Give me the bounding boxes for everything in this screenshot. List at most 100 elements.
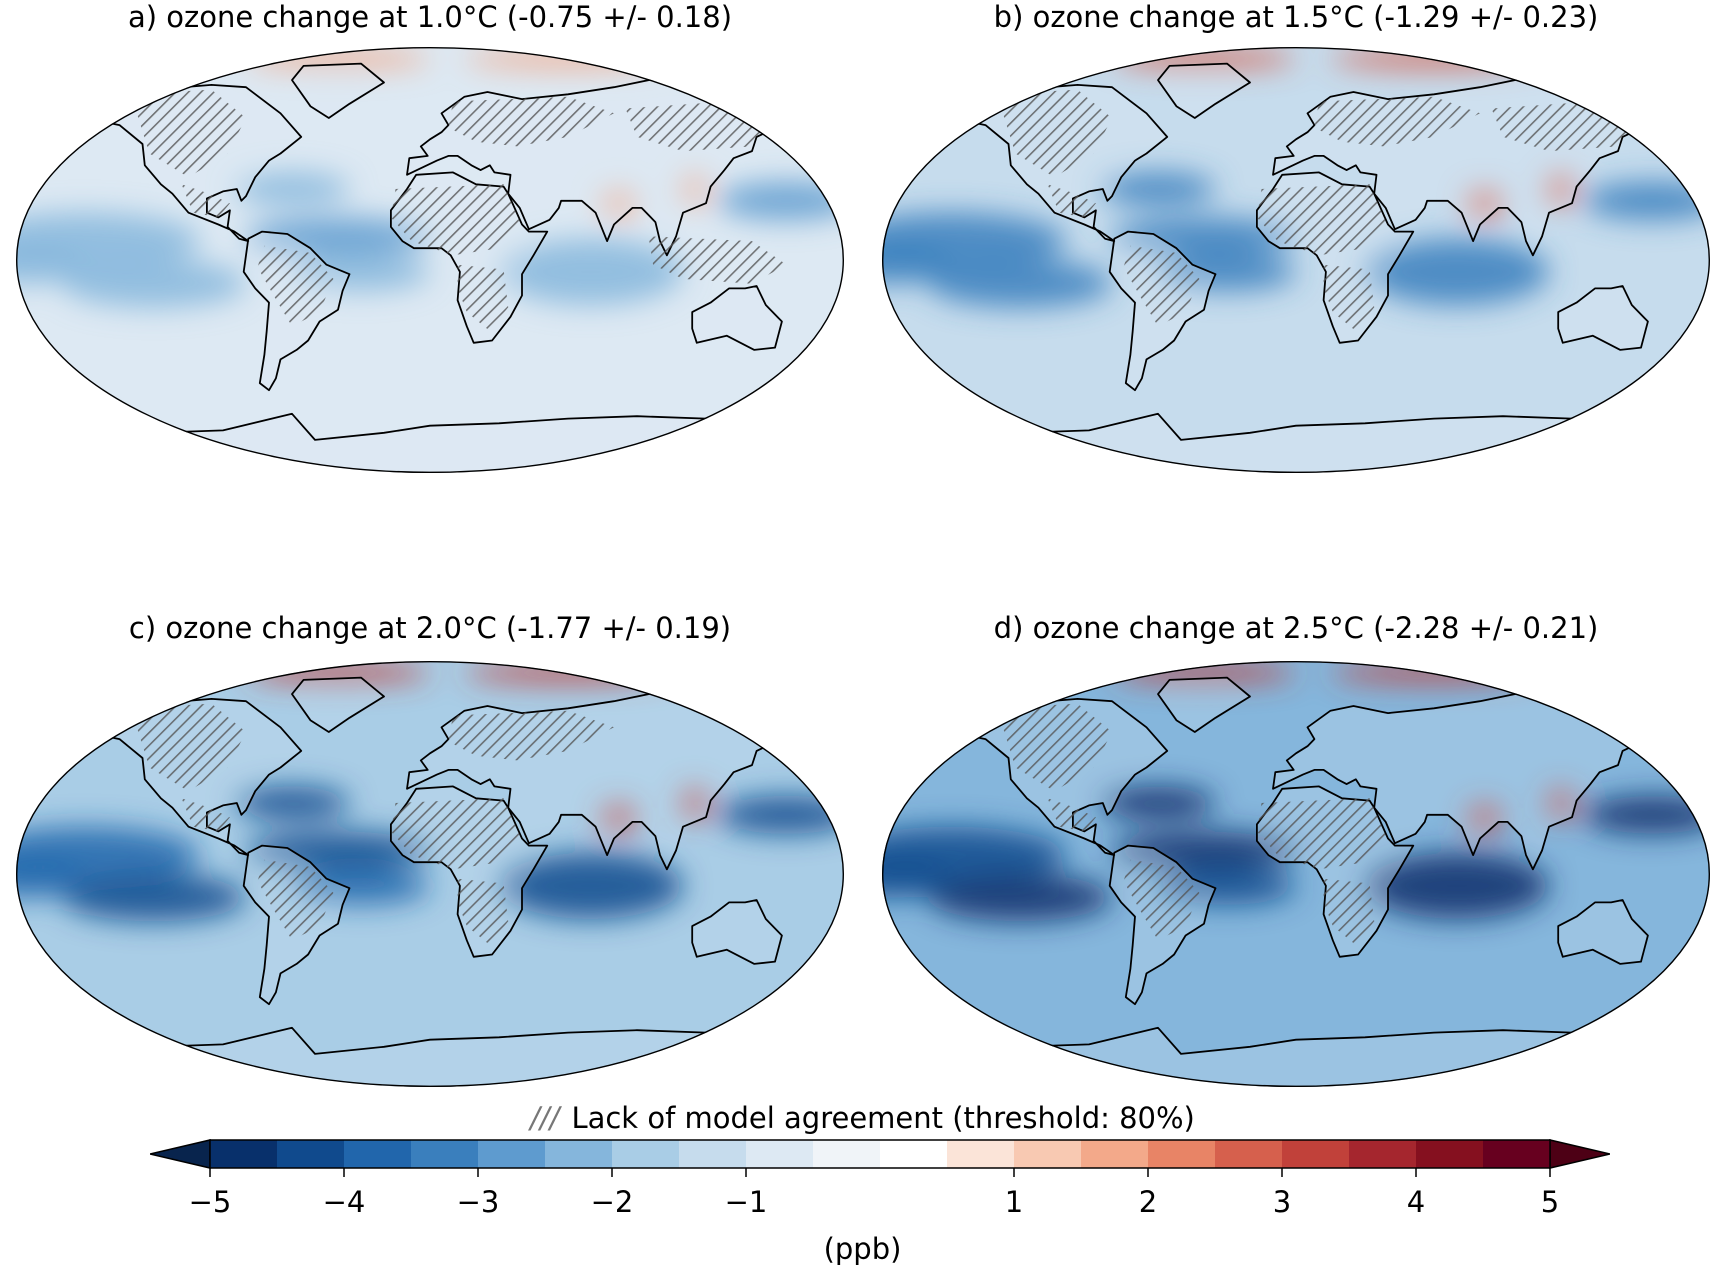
panel-d-title: d) ozone change at 2.5°C (-2.28 +/- 0.21…	[993, 611, 1599, 645]
model-disagreement-hatch	[1123, 859, 1200, 941]
warm-anomaly-region	[600, 803, 637, 832]
warm-anomaly-region	[1546, 172, 1575, 206]
model-disagreement-hatch	[448, 710, 614, 761]
coastline-greenland	[291, 62, 385, 119]
cool-anomaly-region	[1583, 181, 1710, 220]
colorbar-segment	[1282, 1140, 1350, 1168]
warm-anomaly-region	[683, 49, 844, 69]
model-disagreement-hatch	[1256, 798, 1388, 870]
map-panel-d	[882, 660, 1710, 1088]
model-disagreement-hatch	[997, 703, 1112, 792]
cool-anomaly-region	[234, 172, 350, 206]
map-frame	[16, 46, 844, 474]
map-panel-a	[16, 46, 844, 474]
model-disagreement-hatch	[648, 236, 787, 284]
hatch-legend-symbol: ///	[530, 1101, 560, 1135]
colorbar-segment	[612, 1140, 680, 1168]
coastline-australia	[691, 285, 783, 351]
warm-anomaly-region	[1330, 663, 1538, 683]
warm-anomaly-region	[680, 786, 709, 820]
coastline-greenland	[1157, 62, 1251, 119]
model-disagreement-hatch	[457, 264, 509, 331]
model-disagreement-hatch	[1314, 96, 1480, 147]
warm-anomaly-region	[600, 189, 637, 218]
model-disagreement-hatch	[1047, 798, 1096, 832]
panel-b-title: b) ozone change at 1.5°C (-1.29 +/- 0.23…	[993, 0, 1599, 34]
coastline-greenland	[291, 676, 385, 733]
warm-anomaly-region	[680, 172, 709, 206]
colorbar-segment	[947, 1140, 1015, 1168]
cool-anomaly-region	[1365, 852, 1549, 919]
cool-anomaly-region	[62, 874, 246, 922]
colorbar-tick-label: 1	[1005, 1185, 1023, 1219]
model-disagreement-hatch	[257, 245, 334, 327]
colorbar-segment	[746, 1140, 814, 1168]
panel-a-title: a) ozone change at 1.0°C (-0.75 +/- 0.18…	[127, 0, 733, 34]
colorbar-extend-low	[150, 1139, 211, 1169]
colorbar-tick-label: 3	[1273, 1185, 1291, 1219]
coastline-eurasia	[1272, 690, 1710, 871]
cool-anomaly-region	[1365, 238, 1549, 305]
model-disagreement-hatch	[1123, 245, 1200, 327]
map-panel-c	[16, 660, 844, 1088]
colorbar-tick-label: −4	[323, 1185, 366, 1219]
cool-anomaly-region	[882, 859, 951, 898]
model-disagreement-hatch	[390, 184, 522, 256]
colorbar-tick-label: −1	[725, 1185, 768, 1219]
colorbar-segment	[1081, 1140, 1149, 1168]
coastline-australia	[1557, 899, 1649, 965]
colorbar-tick-label: −2	[591, 1185, 634, 1219]
colorbar-segment	[545, 1140, 613, 1168]
warm-anomaly-region	[1466, 803, 1503, 832]
colorbar-unit-label: (ppb)	[823, 1232, 902, 1266]
cool-anomaly-region	[1100, 172, 1216, 206]
colorbar-tick-label: −5	[189, 1185, 232, 1219]
warm-anomaly-region	[464, 663, 672, 683]
colorbar-segment	[1483, 1140, 1551, 1168]
colorbar-segment	[411, 1140, 479, 1168]
warm-anomaly-region	[1330, 49, 1538, 69]
model-disagreement-hatch	[1047, 184, 1096, 218]
map-frame	[882, 660, 1710, 1088]
warm-anomaly-region	[683, 663, 844, 683]
model-disagreement-hatch	[1256, 184, 1388, 256]
colorbar-segment	[1215, 1140, 1283, 1168]
colorbar-tick-label: 5	[1541, 1185, 1559, 1219]
cool-anomaly-region	[1100, 786, 1216, 820]
map-frame	[882, 46, 1710, 474]
colorbar-segment	[1416, 1140, 1484, 1168]
cool-anomaly-region	[246, 831, 430, 870]
cool-anomaly-region	[928, 874, 1112, 922]
hatch-legend: /// Lack of model agreement (threshold: 8…	[0, 1098, 1725, 1138]
cool-anomaly-region	[499, 238, 683, 305]
colorbar-segment	[1349, 1140, 1417, 1168]
cool-anomaly-region	[1112, 831, 1296, 870]
warm-anomaly-region	[464, 49, 672, 69]
cool-anomaly-region	[16, 859, 85, 898]
cool-anomaly-region	[62, 260, 246, 308]
model-disagreement-hatch	[131, 703, 246, 792]
warm-anomaly-region	[1546, 786, 1575, 820]
cool-anomaly-region	[717, 181, 844, 220]
colorbar-segment	[344, 1140, 412, 1168]
colorbar-segment	[813, 1140, 881, 1168]
model-disagreement-hatch	[181, 798, 230, 832]
cool-anomaly-region	[234, 786, 350, 820]
colorbar-segment	[1148, 1140, 1216, 1168]
colorbar-segment	[679, 1140, 747, 1168]
colorbar-segment	[277, 1140, 345, 1168]
model-disagreement-hatch	[997, 89, 1112, 178]
map-frame	[16, 660, 844, 1088]
colorbar-tick-label: −3	[457, 1185, 500, 1219]
warm-anomaly-region	[1549, 49, 1710, 69]
cool-anomaly-region	[16, 245, 85, 284]
hatch-legend-label: Lack of model agreement (threshold: 80%)	[571, 1101, 1195, 1135]
cool-anomaly-region	[499, 852, 683, 919]
model-disagreement-hatch	[390, 798, 522, 870]
cool-anomaly-region	[928, 260, 1112, 308]
model-disagreement-hatch	[448, 96, 614, 147]
colorbar-segment	[1014, 1140, 1082, 1168]
colorbar-segment	[478, 1140, 546, 1168]
map-panel-b	[882, 46, 1710, 474]
coastline-greenland	[1157, 676, 1251, 733]
